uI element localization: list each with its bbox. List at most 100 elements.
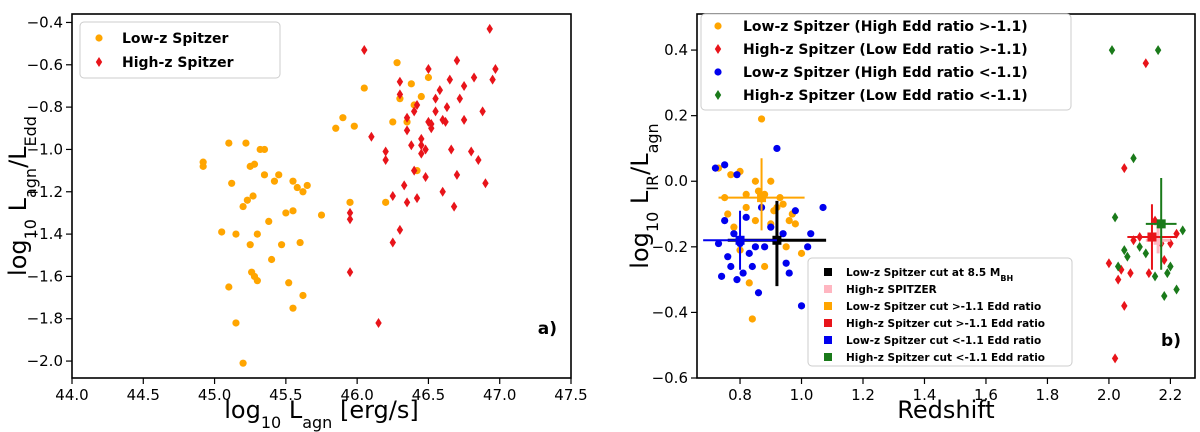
data-point bbox=[289, 207, 297, 215]
data-point bbox=[389, 191, 396, 201]
legend-marker bbox=[714, 90, 722, 100]
data-point bbox=[422, 171, 429, 182]
data-point bbox=[492, 64, 499, 75]
median-legend-entry: High-z Spitzer cut >-1.1 Edd ratio bbox=[846, 318, 1045, 330]
data-point bbox=[748, 262, 756, 271]
data-point bbox=[714, 239, 723, 248]
data-point bbox=[773, 144, 781, 153]
data-point bbox=[265, 217, 273, 225]
data-point bbox=[791, 207, 799, 215]
x-tick-label: 1.4 bbox=[913, 386, 937, 404]
data-point bbox=[807, 230, 815, 238]
x-tick-label: 0.8 bbox=[728, 386, 752, 404]
x-tick-label: 44.5 bbox=[127, 386, 160, 404]
panel-label: a) bbox=[538, 319, 557, 339]
data-point bbox=[239, 359, 247, 367]
x-tick-label: 44.0 bbox=[55, 386, 88, 404]
y-tick-label: 0.2 bbox=[664, 107, 688, 125]
median-2 bbox=[718, 158, 805, 231]
data-point bbox=[246, 241, 254, 249]
data-point bbox=[779, 200, 787, 208]
data-point bbox=[470, 72, 478, 83]
x-tick-label: 1.2 bbox=[851, 386, 875, 404]
data-point bbox=[1173, 284, 1180, 295]
data-point bbox=[277, 241, 286, 249]
data-point bbox=[751, 216, 760, 225]
data-point bbox=[782, 243, 790, 251]
y-ticks: −2.0 −1.8 −1.6 −1.4 −1.2 −1.0 −0.8 −0.6 −0.4 bbox=[27, 13, 72, 370]
data-point bbox=[460, 80, 468, 91]
data-point bbox=[408, 140, 415, 151]
median-legend-marker bbox=[824, 302, 832, 310]
data-point bbox=[468, 146, 475, 157]
data-point bbox=[296, 238, 304, 247]
data-point bbox=[242, 139, 250, 147]
legend-entry: High-z Spitzer (Low Edd ratio >-1.1) bbox=[743, 42, 1028, 58]
data-point bbox=[268, 255, 276, 264]
median-legend-marker bbox=[824, 319, 832, 327]
data-point bbox=[428, 123, 435, 134]
data-point bbox=[779, 230, 787, 238]
median-marker bbox=[757, 193, 767, 203]
data-point bbox=[479, 106, 486, 117]
data-point bbox=[1127, 268, 1134, 279]
series-1 bbox=[346, 23, 499, 328]
x-tick-label: 47.0 bbox=[483, 386, 516, 404]
data-point bbox=[1105, 258, 1113, 269]
data-point bbox=[446, 74, 454, 85]
data-point bbox=[396, 89, 404, 100]
xlabel-part: [erg/s] bbox=[332, 396, 418, 424]
data-point bbox=[361, 44, 368, 55]
xlabel-sub: agn bbox=[302, 413, 332, 432]
data-point bbox=[1124, 251, 1131, 262]
data-point bbox=[1130, 153, 1137, 164]
data-point bbox=[317, 211, 326, 219]
data-point bbox=[303, 181, 311, 190]
data-point bbox=[346, 267, 354, 278]
ylabel-sub: agn bbox=[21, 168, 40, 198]
legend-entry: Low-z Spitzer (High Edd ratio >-1.1) bbox=[743, 19, 1028, 35]
data-point bbox=[393, 59, 401, 67]
y-tick-label: −1.0 bbox=[27, 140, 63, 158]
panel-a: 44.0 44.5 45.0 45.5 46.0 46.5 47.0 47.5 −2.0 −1.8… bbox=[4, 13, 588, 432]
data-point bbox=[742, 190, 750, 198]
data-point bbox=[346, 207, 354, 218]
median-legend-marker bbox=[824, 336, 832, 344]
data-point bbox=[396, 76, 404, 87]
data-point bbox=[754, 187, 763, 195]
y-tick-label: −2.0 bbox=[27, 352, 63, 370]
data-point bbox=[410, 106, 418, 117]
data-point bbox=[232, 230, 240, 238]
median-markers bbox=[703, 158, 1177, 287]
legend-entry: Low-z Spitzer (High Edd ratio <-1.1) bbox=[743, 65, 1028, 81]
series-3 bbox=[1108, 45, 1186, 302]
data-point bbox=[489, 74, 496, 85]
legend-marker bbox=[714, 44, 722, 54]
data-point bbox=[225, 283, 233, 291]
y-axis-label: log10 Lagn/LEdd bbox=[4, 116, 40, 276]
data-point bbox=[228, 179, 236, 187]
median-3 bbox=[1127, 204, 1177, 270]
x-tick-label: 1.0 bbox=[790, 386, 814, 404]
x-ticks: 0.8 1.0 1.2 1.4 1.6 1.8 2.0 2.2 bbox=[728, 378, 1182, 404]
data-point bbox=[730, 223, 738, 231]
y-tick-label: −0.6 bbox=[652, 369, 688, 387]
data-point bbox=[382, 146, 389, 157]
data-point bbox=[282, 209, 290, 217]
legend-box bbox=[700, 13, 1072, 111]
data-point bbox=[299, 188, 307, 196]
data-point bbox=[1142, 248, 1150, 259]
median-legend-marker bbox=[824, 268, 832, 276]
data-point bbox=[389, 118, 397, 126]
panel-b: 0.8 1.0 1.2 1.4 1.6 1.8 2.0 2.2 −0.6 −0.4 −0.2 0.0 0… bbox=[626, 13, 1196, 424]
data-point bbox=[727, 171, 735, 179]
y-tick-label: 0.0 bbox=[664, 172, 688, 190]
data-point bbox=[417, 92, 425, 101]
data-point bbox=[443, 102, 451, 113]
data-point bbox=[260, 171, 269, 179]
data-point bbox=[733, 276, 741, 284]
y-tick-label: −0.4 bbox=[652, 303, 688, 321]
y-tick-label: −1.6 bbox=[27, 267, 63, 285]
median-legend-entry: Low-z Spitzer cut <-1.1 Edd ratio bbox=[846, 335, 1041, 347]
